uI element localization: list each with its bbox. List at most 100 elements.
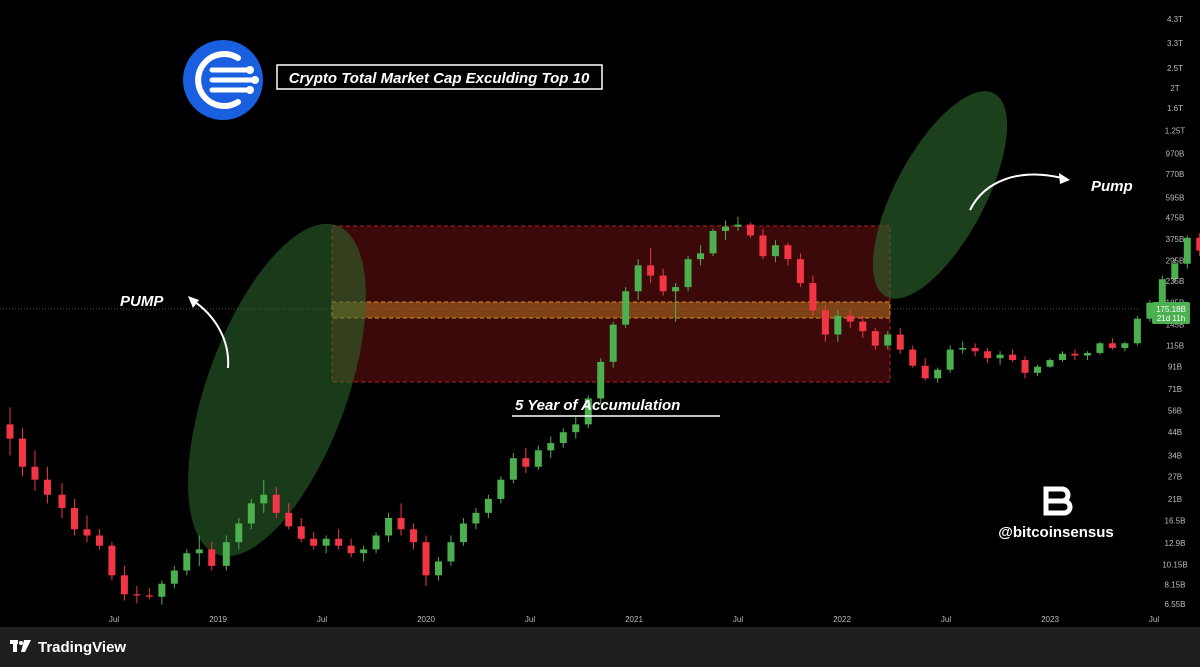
candle-body	[322, 538, 330, 546]
y-tick-label: 8.15B	[1165, 580, 1186, 589]
candle	[235, 517, 243, 550]
x-tick-label: 2019	[209, 615, 227, 624]
candle-body	[796, 259, 804, 284]
candle	[1046, 358, 1054, 368]
candle-body	[1009, 354, 1017, 361]
x-tick-label: Jul	[1149, 615, 1159, 624]
candle	[734, 216, 742, 231]
candle-body	[1071, 353, 1079, 356]
candle	[397, 503, 405, 536]
candle-body	[784, 245, 792, 260]
candle	[459, 517, 467, 546]
candle	[709, 228, 717, 257]
candle-body	[58, 494, 66, 508]
candle	[759, 228, 767, 260]
pump-label-right: Pump	[1091, 178, 1133, 195]
candle-body	[310, 538, 318, 546]
candle	[285, 503, 293, 530]
candle-body	[434, 561, 442, 576]
candle	[996, 351, 1004, 365]
candle-body	[647, 265, 655, 276]
candle	[647, 247, 655, 284]
footer-bar: TradingView	[0, 627, 1200, 667]
candle	[70, 498, 78, 536]
candle-body	[1021, 360, 1029, 373]
candle	[472, 507, 480, 530]
tradingview-brand: TradingView	[38, 638, 127, 656]
x-tick-label: 2023	[1041, 615, 1059, 624]
candle-body	[1196, 237, 1200, 251]
candle	[622, 287, 630, 328]
tradingview-logo[interactable]: TradingView	[10, 639, 126, 656]
candle-body	[70, 507, 78, 530]
candle	[834, 310, 842, 342]
candle	[934, 367, 942, 383]
candle-body	[484, 498, 492, 513]
y-tick-label: 27B	[1168, 472, 1182, 481]
candle-body	[821, 310, 829, 335]
candle-body	[133, 594, 141, 596]
y-tick-label: 295B	[1166, 257, 1185, 266]
candle	[984, 347, 992, 363]
candle	[1021, 356, 1029, 379]
candle	[522, 447, 530, 473]
pump-arrow-right-head	[1059, 173, 1070, 184]
y-tick-label: 235B	[1166, 277, 1185, 286]
candle-body	[909, 349, 917, 366]
candle-body	[83, 529, 91, 536]
y-tick-label: 475B	[1166, 214, 1185, 223]
candle-body	[846, 315, 854, 322]
candle-body	[1108, 343, 1116, 348]
candle	[722, 220, 730, 241]
candle	[1146, 300, 1154, 322]
candle	[145, 588, 153, 600]
y-tick-label: 3.3T	[1167, 39, 1183, 48]
candle	[31, 450, 39, 491]
y-tick-label: 4.3T	[1167, 15, 1183, 24]
candle-body	[697, 253, 705, 260]
x-tick-label: Jul	[525, 615, 535, 624]
candle	[672, 283, 680, 322]
brand-logo	[183, 40, 263, 120]
candle-body	[372, 535, 380, 550]
candle	[634, 259, 642, 301]
x-tick-label: 2021	[625, 615, 643, 624]
candle	[1183, 235, 1191, 269]
candle-body	[235, 523, 243, 543]
candle	[909, 345, 917, 368]
candle-body	[145, 595, 153, 597]
candle	[1108, 338, 1116, 350]
candle-body	[410, 529, 418, 543]
candle-body	[547, 443, 555, 451]
candle-body	[809, 283, 817, 311]
candle	[1158, 275, 1166, 306]
candle	[1121, 341, 1129, 352]
y-tick-label: 2T	[1170, 84, 1179, 93]
candle	[410, 523, 418, 550]
candle-body	[108, 545, 116, 576]
handle-label: @bitcoinsensus	[998, 524, 1113, 541]
x-tick-label: Jul	[941, 615, 951, 624]
candle	[335, 529, 343, 550]
candle	[170, 565, 178, 589]
candle	[18, 428, 26, 477]
candle	[559, 428, 567, 448]
candle	[497, 476, 505, 504]
candle	[1009, 349, 1017, 362]
x-tick-label: Jul	[317, 615, 327, 624]
candle	[959, 341, 967, 354]
candle-body	[609, 324, 617, 362]
candle-body	[771, 245, 779, 257]
price-tag-value: 175.18B	[1156, 305, 1186, 314]
candle-body	[1096, 343, 1104, 353]
y-tick-label: 16.5B	[1165, 517, 1186, 526]
y-axis[interactable]: 4.3T 3.3T 2.5T 2T 1.6T 1.25T 970B 770B 595B 475B 3…	[1162, 15, 1187, 609]
support-zone[interactable]	[331, 301, 891, 319]
x-axis[interactable]: Jul2019Jul2020Jul2021Jul2022Jul2023Jul20…	[109, 615, 1200, 624]
y-tick-label: 10.15B	[1162, 560, 1187, 569]
candle-body	[18, 438, 26, 467]
candle	[208, 542, 216, 571]
candle-body	[759, 235, 767, 257]
candle	[360, 545, 368, 562]
